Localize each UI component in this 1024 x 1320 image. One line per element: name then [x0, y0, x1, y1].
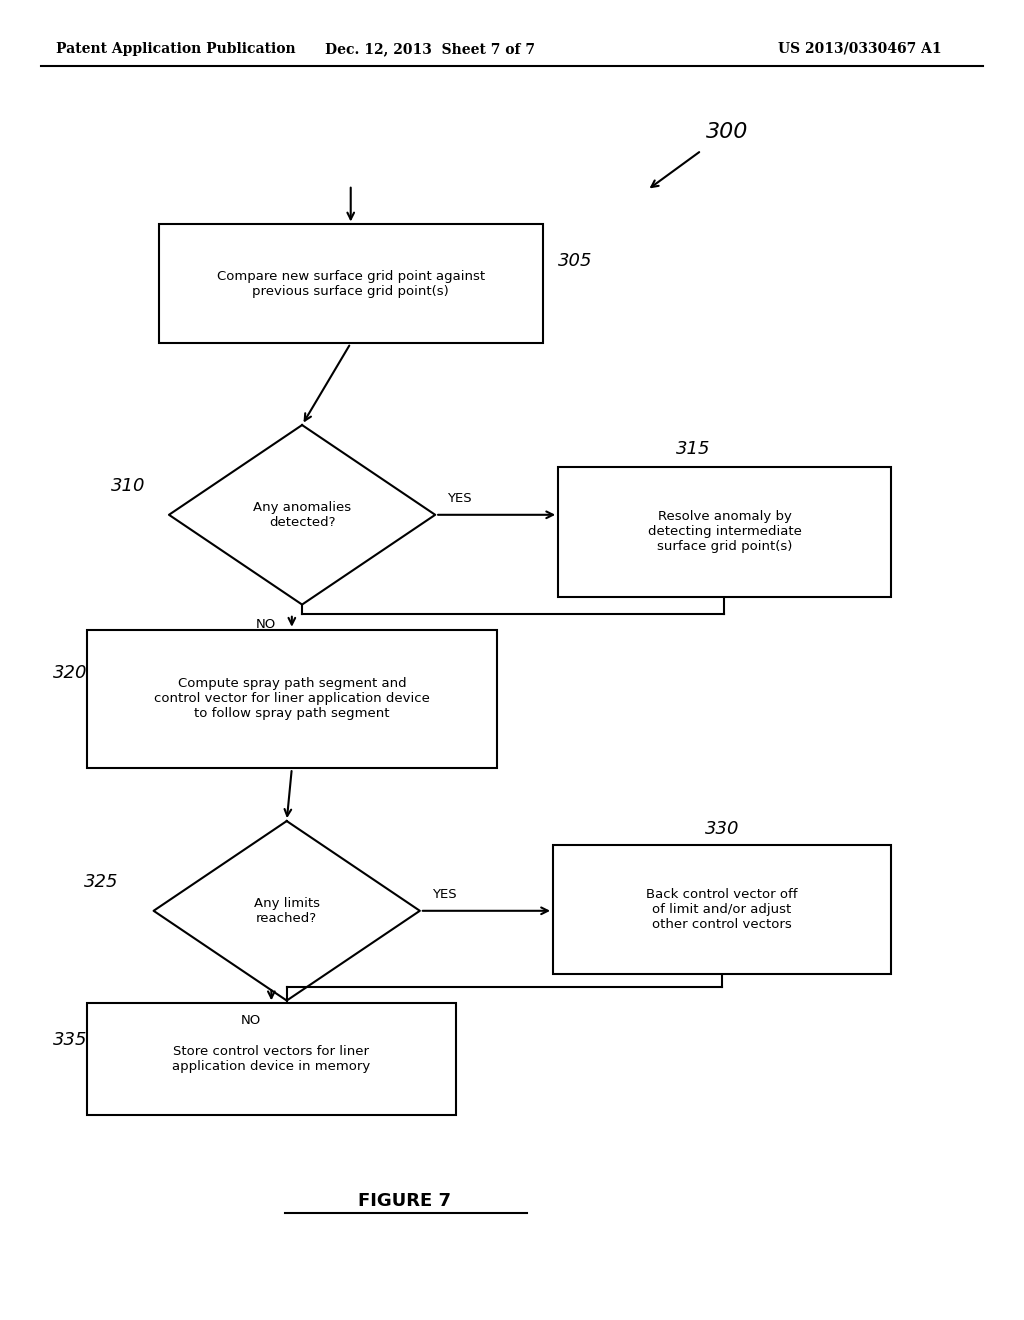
- Text: Any anomalies
detected?: Any anomalies detected?: [253, 500, 351, 529]
- Text: YES: YES: [447, 491, 472, 504]
- Text: YES: YES: [432, 887, 457, 900]
- Text: Compare new surface grid point against
previous surface grid point(s): Compare new surface grid point against p…: [217, 269, 484, 298]
- Text: Compute spray path segment and
control vector for liner application device
to fo: Compute spray path segment and control v…: [154, 677, 430, 721]
- FancyBboxPatch shape: [87, 1003, 456, 1115]
- Text: 335: 335: [53, 1031, 88, 1049]
- Text: Resolve anomaly by
detecting intermediate
surface grid point(s): Resolve anomaly by detecting intermediat…: [647, 511, 802, 553]
- Text: US 2013/0330467 A1: US 2013/0330467 A1: [778, 42, 942, 55]
- Text: NO: NO: [241, 1014, 261, 1027]
- FancyBboxPatch shape: [159, 224, 543, 343]
- Text: NO: NO: [256, 618, 276, 631]
- Text: 325: 325: [84, 873, 119, 891]
- Text: 320: 320: [53, 664, 88, 682]
- FancyBboxPatch shape: [553, 845, 891, 974]
- Text: Patent Application Publication: Patent Application Publication: [56, 42, 296, 55]
- FancyBboxPatch shape: [558, 467, 891, 597]
- Text: 315: 315: [676, 440, 711, 458]
- Text: Store control vectors for liner
application device in memory: Store control vectors for liner applicat…: [172, 1045, 371, 1073]
- Text: 305: 305: [558, 252, 593, 271]
- Text: Back control vector off
of limit and/or adjust
other control vectors: Back control vector off of limit and/or …: [646, 888, 798, 931]
- Text: Any limits
reached?: Any limits reached?: [254, 896, 319, 925]
- Text: FIGURE 7: FIGURE 7: [358, 1192, 451, 1210]
- FancyBboxPatch shape: [87, 630, 497, 768]
- Text: Dec. 12, 2013  Sheet 7 of 7: Dec. 12, 2013 Sheet 7 of 7: [325, 42, 536, 55]
- Text: 310: 310: [111, 477, 145, 495]
- Text: 300: 300: [706, 121, 749, 143]
- Text: 330: 330: [705, 820, 739, 838]
